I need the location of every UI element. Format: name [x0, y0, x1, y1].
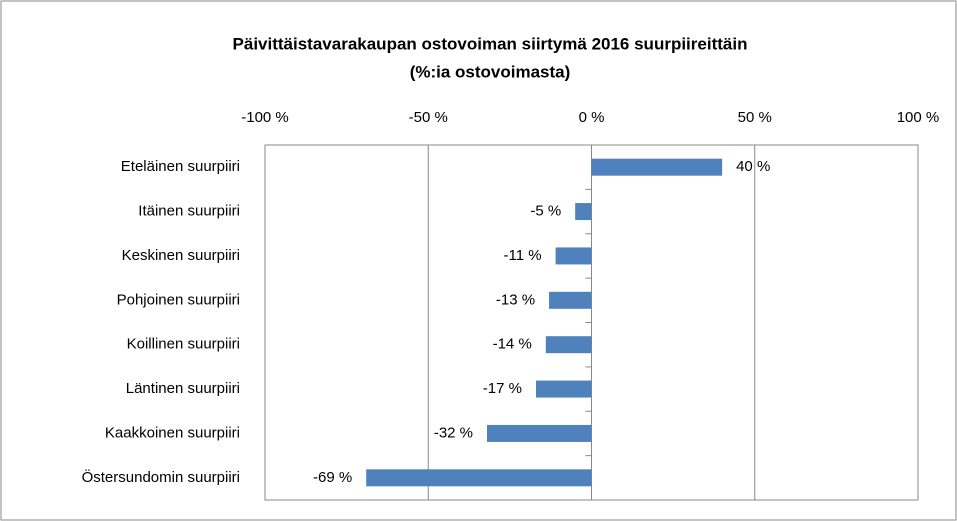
y-tick-label: Läntinen suurpiiri — [126, 380, 240, 397]
data-label: -32 % — [434, 424, 473, 441]
bar — [487, 424, 592, 442]
bar — [575, 203, 592, 221]
data-label: -14 % — [493, 336, 532, 353]
y-tick-label: Kaakkoinen suurpiiri — [105, 424, 240, 441]
x-tick-label: -50 % — [409, 109, 448, 126]
x-tick-label: 100 % — [897, 109, 940, 126]
y-tick-label: Eteläinen suurpiiri — [121, 158, 240, 175]
bar — [366, 469, 592, 487]
y-tick-label: Itäinen suurpiiri — [138, 203, 240, 220]
bar — [549, 291, 592, 309]
data-label: -5 % — [530, 203, 561, 220]
y-tick-label: Koillinen suurpiiri — [127, 336, 240, 353]
data-label: -69 % — [313, 469, 352, 486]
data-label: -13 % — [496, 291, 535, 308]
y-tick-label: Pohjoinen suurpiiri — [117, 291, 240, 308]
bar — [535, 380, 592, 398]
data-label: -11 % — [504, 247, 542, 264]
data-label: -17 % — [483, 380, 522, 397]
bar — [545, 336, 592, 354]
x-tick-label: -100 % — [241, 109, 289, 126]
y-tick-label: Keskinen suurpiiri — [122, 247, 240, 264]
bar — [555, 247, 592, 265]
chart-subtitle: (%:ia ostovoimasta) — [410, 62, 571, 81]
chart-title: Päivittäistavarakaupan ostovoiman siirty… — [233, 34, 748, 53]
data-label: 40 % — [736, 158, 770, 175]
x-tick-label: 0 % — [579, 109, 605, 126]
x-tick-label: 50 % — [738, 109, 772, 126]
bar — [591, 158, 723, 176]
y-tick-label: Östersundomin suurpiiri — [82, 468, 240, 486]
